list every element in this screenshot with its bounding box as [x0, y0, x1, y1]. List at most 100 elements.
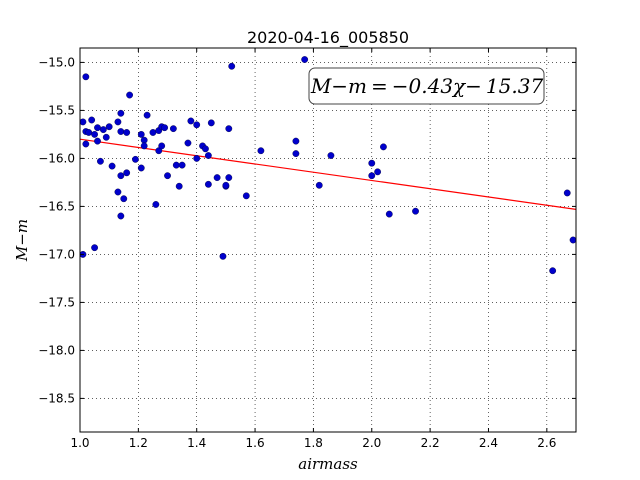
y-tick-label: −16.5	[38, 199, 75, 213]
data-point	[94, 124, 101, 132]
data-point	[143, 111, 151, 119]
data-point	[120, 195, 128, 203]
data-point	[207, 119, 215, 127]
data-point	[88, 116, 96, 124]
data-point	[292, 137, 300, 145]
data-point	[193, 154, 201, 162]
fit-line-layer	[80, 138, 576, 210]
data-point	[327, 152, 335, 159]
y-tick-label: −18.0	[38, 343, 75, 357]
data-point	[204, 180, 212, 188]
data-point	[99, 126, 107, 134]
data-point	[187, 117, 195, 125]
y-tick-label: −17.5	[38, 295, 75, 309]
data-point	[105, 123, 113, 131]
x-tick-label: 1.0	[70, 436, 89, 450]
data-point	[94, 137, 101, 145]
x-tick-label: 2.0	[362, 436, 381, 450]
x-tick-label: 1.4	[187, 436, 206, 450]
data-point	[114, 188, 122, 196]
data-point	[184, 139, 192, 147]
data-point	[82, 73, 90, 81]
data-point	[213, 174, 221, 182]
data-point	[569, 236, 576, 244]
data-point	[242, 192, 250, 200]
fit-equation-box: M−m = −0.43χ− 15.37	[308, 67, 545, 105]
data-point	[117, 172, 125, 180]
data-point	[257, 147, 265, 155]
x-tick-label: 1.6	[246, 436, 265, 450]
data-point	[225, 174, 233, 182]
data-point	[85, 129, 93, 136]
data-point	[97, 157, 104, 165]
data-point	[80, 118, 87, 126]
y-tick-labels: −15.0 −15.5 −16.0 −16.5 −17.0 −17.5 −18.0 −18.5	[38, 55, 75, 405]
data-point	[132, 155, 139, 163]
data-point	[158, 142, 166, 150]
data-point	[91, 244, 98, 252]
data-point	[123, 129, 131, 136]
x-tick-label: 2.4	[479, 436, 498, 450]
data-point	[137, 130, 145, 138]
x-tick-labels: 1.0 1.2 1.4 1.6 1.8 2.0 2.2 2.4 2.6	[70, 436, 556, 450]
data-point	[161, 124, 169, 132]
fit-equation-frame	[308, 67, 545, 105]
y-axis-label: M−m	[13, 219, 31, 262]
data-point	[149, 129, 157, 136]
plot-frame	[79, 47, 577, 433]
y-tick-label: −15.5	[38, 103, 75, 117]
y-tick-label: −18.5	[38, 391, 75, 405]
y-tick-label: −15.0	[38, 55, 75, 69]
chart-title: 2020-04-16_005850	[247, 28, 409, 48]
x-axis-label: airmass	[298, 455, 358, 473]
data-point	[178, 161, 186, 169]
data-points	[80, 56, 576, 275]
data-point	[368, 159, 376, 167]
data-point	[380, 143, 387, 151]
data-point	[204, 152, 212, 159]
y-tick-label: −16.0	[38, 151, 75, 165]
data-point	[563, 189, 571, 197]
data-point	[412, 207, 419, 215]
data-point	[175, 182, 183, 190]
data-point	[164, 172, 171, 180]
data-point	[193, 121, 201, 129]
data-point	[117, 128, 125, 135]
axis-ticks	[79, 48, 576, 432]
y-tick-label: −17.0	[38, 247, 75, 261]
fit-equation-text: M−m = −0.43χ− 15.37	[310, 74, 544, 98]
data-point	[137, 164, 145, 172]
data-point	[108, 162, 116, 170]
data-point	[152, 201, 160, 208]
data-point	[374, 168, 381, 176]
x-tick-label: 2.2	[421, 436, 440, 450]
data-point	[549, 267, 557, 275]
data-point	[225, 125, 233, 133]
data-point	[140, 136, 148, 144]
data-point	[91, 130, 98, 138]
data-point	[301, 56, 309, 63]
x-tick-label: 2.6	[537, 436, 556, 450]
data-point	[114, 118, 122, 126]
x-tick-label: 1.8	[304, 436, 323, 450]
data-point	[123, 169, 131, 177]
x-tick-label: 1.2	[129, 436, 148, 450]
data-point	[117, 109, 125, 117]
data-point	[169, 125, 177, 133]
data-point	[385, 210, 393, 218]
data-point	[82, 140, 90, 148]
data-point	[368, 172, 376, 180]
grid	[80, 48, 576, 432]
data-point	[140, 142, 148, 150]
data-point	[126, 91, 134, 99]
data-point	[228, 62, 236, 70]
data-point	[292, 150, 300, 158]
data-point	[222, 181, 230, 189]
data-point	[315, 181, 323, 189]
data-point	[219, 252, 227, 260]
data-point	[102, 133, 110, 141]
fit-line	[80, 138, 576, 210]
data-point	[172, 161, 180, 169]
data-point	[202, 145, 209, 153]
